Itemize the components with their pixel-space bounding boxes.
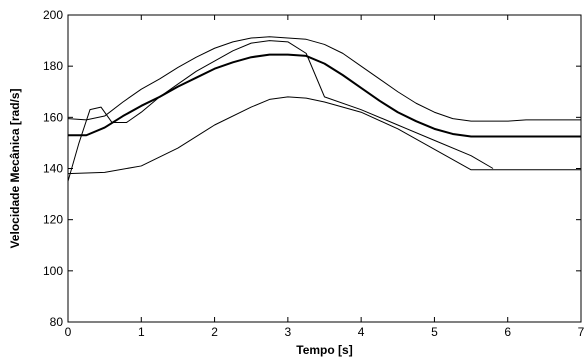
y-tick-label: 200 bbox=[43, 8, 63, 22]
y-tick-label: 80 bbox=[50, 315, 64, 329]
y-tick-label: 100 bbox=[43, 264, 63, 278]
series-line-1 bbox=[67, 36, 581, 122]
y-tick-label: 160 bbox=[43, 110, 63, 124]
x-tick-label: 4 bbox=[358, 325, 365, 339]
plot-area bbox=[67, 14, 582, 323]
series-line-3 bbox=[67, 96, 581, 175]
x-tick-label: 3 bbox=[285, 325, 292, 339]
x-tick-label: 7 bbox=[578, 325, 585, 339]
x-tick-label: 6 bbox=[504, 325, 511, 339]
y-tick-label: 120 bbox=[43, 213, 63, 227]
y-tick-label: 140 bbox=[43, 162, 63, 176]
y-axis-ticks: 80 100 120 140 160 180 200 bbox=[43, 8, 581, 329]
x-tick-label: 5 bbox=[431, 325, 438, 339]
x-axis-ticks: 0 1 2 3 4 5 6 7 bbox=[65, 15, 585, 339]
y-axis-label: Velocidade Mecânica [rad/s] bbox=[8, 88, 22, 248]
series-line-4 bbox=[67, 40, 494, 182]
x-tick-label: 2 bbox=[211, 325, 218, 339]
series-line-2 bbox=[68, 53, 581, 138]
series-layer bbox=[67, 36, 581, 182]
x-axis-label: Tempo [s] bbox=[296, 343, 352, 357]
x-tick-label: 1 bbox=[138, 325, 145, 339]
x-tick-label: 0 bbox=[65, 325, 72, 339]
y-tick-label: 180 bbox=[43, 59, 63, 73]
